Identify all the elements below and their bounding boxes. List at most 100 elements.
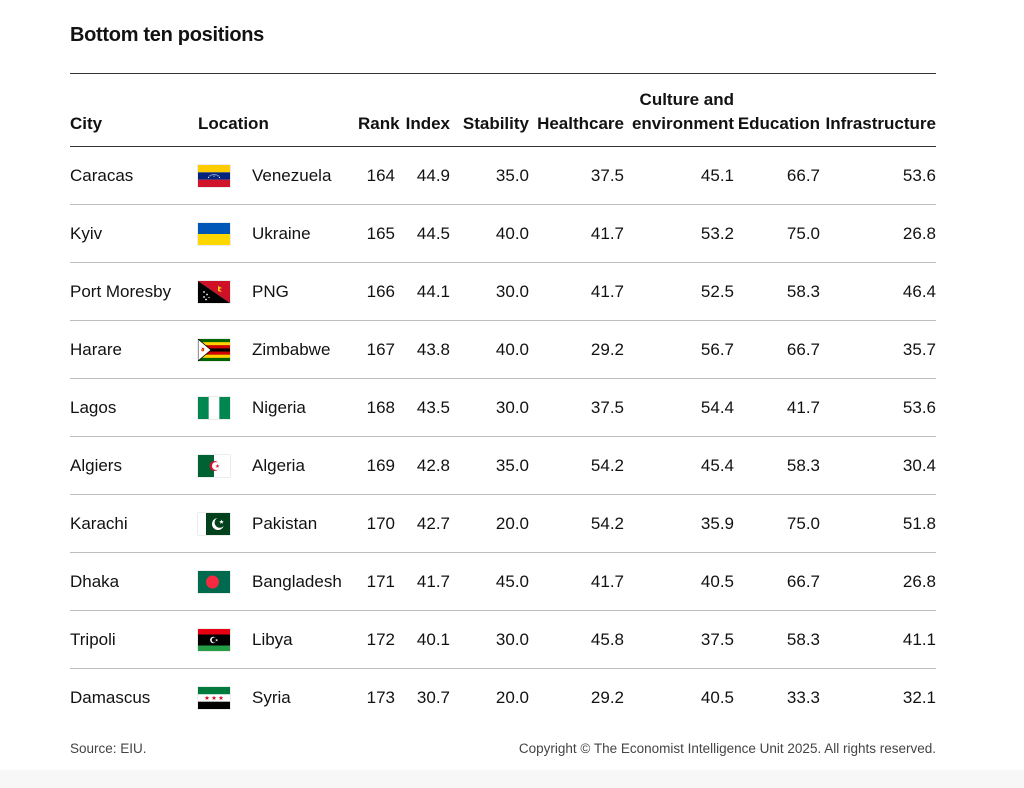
location-cell: Algeria: [198, 436, 358, 495]
culture-cell: 40.5: [700, 687, 734, 707]
index-cell: 42.7: [395, 494, 450, 553]
infrastructure-cell: 41.1: [820, 610, 936, 669]
city-cell: Lagos: [70, 378, 198, 437]
infrastructure-cell: 53.6: [820, 146, 936, 205]
table-row: Harare Zimbabwe 167 43.8 40.0 29.2 56.7 …: [70, 320, 936, 379]
stability-cell: 20.0: [450, 494, 529, 553]
education-cell: 66.7: [734, 146, 820, 205]
index-cell: 41.7: [395, 552, 450, 611]
table-row: Kyiv Ukraine 165 44.5 40.0 41.7 53.2 75.…: [70, 204, 936, 263]
city-cell: Port Moresby: [70, 262, 198, 321]
location-name: Ukraine: [252, 223, 311, 243]
city-cell: Damascus: [70, 687, 151, 707]
location-name: Syria: [252, 687, 291, 707]
stability-cell: 20.0: [495, 687, 529, 707]
healthcare-cell: 41.7: [529, 262, 624, 321]
culture-cell: 53.2: [624, 204, 734, 263]
city-cell: Algiers: [70, 436, 198, 495]
location-name: Pakistan: [252, 513, 318, 533]
location-cell: PNG: [198, 262, 358, 321]
location-cell: Pakistan: [198, 494, 358, 553]
culture-cell: 45.1: [624, 146, 734, 205]
location-name: PNG: [252, 281, 289, 301]
infrastructure-cell: 32.1: [902, 687, 936, 707]
index-cell: 44.1: [395, 262, 450, 321]
header-culture-line2: environment: [631, 114, 734, 133]
healthcare-cell: 29.2: [529, 320, 624, 379]
stability-cell: 45.0: [450, 552, 529, 611]
location-name: Nigeria: [252, 397, 306, 417]
stability-cell: 35.0: [450, 146, 529, 205]
zimbabwe-flag-icon: [198, 339, 230, 361]
header-culture: Culture and environment: [624, 88, 734, 147]
index-cell: 44.5: [395, 204, 450, 263]
rankings-table: City Location Rank Index Stability Healt…: [70, 88, 936, 726]
header-index: Index: [395, 88, 450, 147]
culture-cell: 45.4: [624, 436, 734, 495]
education-cell: 75.0: [734, 204, 820, 263]
table-row: Karachi Pakistan 170 42.7 20.0 54.2 35.9…: [70, 494, 936, 553]
education-cell: 41.7: [734, 378, 820, 437]
stability-cell: 30.0: [450, 610, 529, 669]
city-cell: Tripoli: [70, 610, 198, 669]
table-row: Damascus Syria 173 30.7 20.0 29.2 40.5 3…: [70, 669, 936, 727]
culture-cell: 37.5: [624, 610, 734, 669]
healthcare-cell: 29.2: [590, 687, 624, 707]
education-cell: 66.7: [734, 552, 820, 611]
header-healthcare: Healthcare: [529, 88, 624, 147]
stability-cell: 40.0: [450, 204, 529, 263]
chart-title: Bottom ten positions: [70, 24, 264, 46]
location-name: Algeria: [252, 455, 305, 475]
culture-cell: 35.9: [624, 494, 734, 553]
stability-cell: 35.0: [450, 436, 529, 495]
png-flag-icon: [198, 281, 230, 303]
libya-flag-icon: [198, 629, 230, 651]
infrastructure-cell: 30.4: [820, 436, 936, 495]
table-row: Caracas Venezuela 164 44.9 35.0 37.5 45.…: [70, 146, 936, 205]
location-name: Bangladesh: [252, 571, 342, 591]
education-cell: 58.3: [734, 262, 820, 321]
header-location: Location: [198, 88, 358, 147]
bangladesh-flag-icon: [198, 571, 230, 593]
location-name: Libya: [252, 629, 293, 649]
culture-cell: 52.5: [624, 262, 734, 321]
education-cell: 75.0: [734, 494, 820, 553]
rank-cell: 167: [358, 320, 395, 379]
rank-cell: 165: [358, 204, 395, 263]
infrastructure-cell: 26.8: [820, 552, 936, 611]
rank-cell: 164: [358, 146, 395, 205]
rank-cell: 168: [358, 378, 395, 437]
index-cell: 43.8: [395, 320, 450, 379]
education-cell: 58.3: [734, 436, 820, 495]
city-cell: Karachi: [70, 494, 198, 553]
infrastructure-cell: 53.6: [820, 378, 936, 437]
infrastructure-cell: 35.7: [820, 320, 936, 379]
header-infrastructure: Infrastructure: [820, 88, 936, 147]
index-cell: 30.7: [416, 687, 450, 707]
algeria-flag-icon: [198, 455, 230, 477]
location-name: Venezuela: [252, 165, 332, 185]
infrastructure-cell: 46.4: [820, 262, 936, 321]
culture-cell: 56.7: [624, 320, 734, 379]
education-cell: 66.7: [734, 320, 820, 379]
table-row: Port Moresby PNG 166 44.1 30.0 41.7 52.5…: [70, 262, 936, 321]
culture-cell: 40.5: [624, 552, 734, 611]
pakistan-flag-icon: [198, 513, 230, 535]
index-cell: 42.8: [395, 436, 450, 495]
location-cell: Bangladesh: [198, 552, 358, 611]
healthcare-cell: 54.2: [529, 494, 624, 553]
healthcare-cell: 41.7: [529, 204, 624, 263]
city-cell: Dhaka: [70, 552, 198, 611]
location-cell: Syria: [198, 669, 358, 727]
index-cell: 44.9: [395, 146, 450, 205]
location-cell: Zimbabwe: [198, 320, 358, 379]
table-row: Dhaka Bangladesh 171 41.7 45.0 41.7 40.5…: [70, 552, 936, 611]
healthcare-cell: 37.5: [529, 378, 624, 437]
location-cell: Venezuela: [198, 146, 358, 205]
rank-cell: 169: [358, 436, 395, 495]
syria-flag-icon: [198, 687, 230, 709]
index-cell: 40.1: [395, 610, 450, 669]
header-education: Education: [734, 88, 820, 147]
ukraine-flag-icon: [198, 223, 230, 245]
